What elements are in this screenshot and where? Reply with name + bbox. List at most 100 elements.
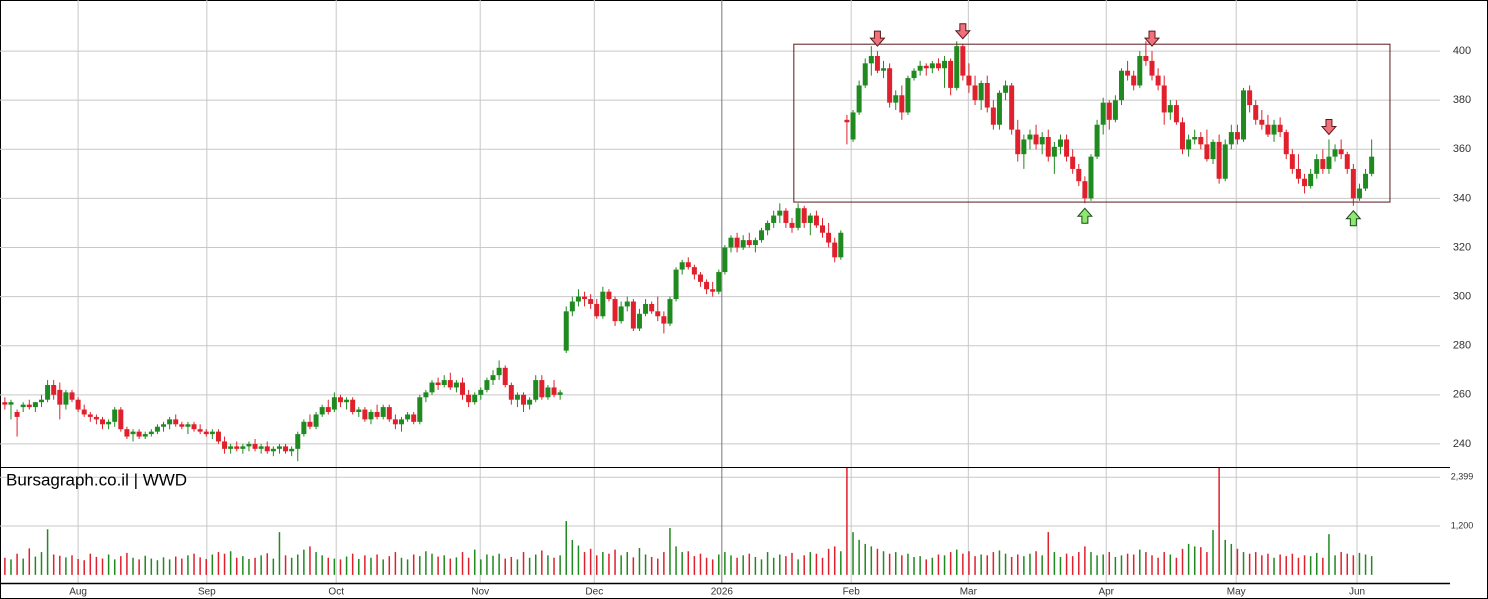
- volume-bar: [943, 555, 946, 575]
- volume-bar: [1218, 467, 1220, 575]
- volume-bar: [1047, 532, 1050, 575]
- candle-body: [1363, 173, 1369, 189]
- volume-bar: [583, 552, 586, 575]
- volume-bar: [858, 539, 860, 575]
- candle-body: [362, 409, 368, 420]
- candle-body: [600, 291, 606, 317]
- volume-bar: [1236, 548, 1239, 575]
- volume-bar: [1035, 551, 1037, 575]
- candle-body: [161, 424, 167, 427]
- volume-bar: [638, 547, 641, 575]
- candle-body: [954, 46, 960, 88]
- volume-bar: [1120, 555, 1123, 575]
- candle-body: [667, 299, 673, 324]
- volume-bar: [254, 557, 256, 575]
- candle-body: [820, 225, 826, 233]
- candle-body: [1173, 105, 1179, 123]
- candle-body: [594, 303, 600, 317]
- volume-bar: [406, 559, 409, 575]
- volume-bar: [919, 556, 921, 575]
- x-tick-label: 2026: [711, 587, 734, 598]
- volume-bar: [846, 467, 848, 575]
- volume-tick-label: 2,399: [1451, 472, 1474, 482]
- volume-bar: [1151, 555, 1153, 575]
- volume-bar: [669, 528, 671, 575]
- candle-body: [374, 412, 380, 417]
- volume-bar: [1090, 552, 1092, 575]
- volume-bar: [968, 551, 970, 575]
- candle-body: [1204, 144, 1210, 160]
- volume-bar: [772, 557, 775, 575]
- candle-body: [57, 389, 63, 405]
- volume-bar: [138, 559, 140, 575]
- volume-bar: [193, 553, 195, 575]
- volume-bar: [425, 551, 427, 575]
- candle-body: [893, 95, 899, 103]
- y-tick-label: 400: [1453, 45, 1471, 57]
- sell-arrow: [1143, 30, 1161, 47]
- candle-body: [612, 299, 618, 322]
- candle-body: [923, 65, 929, 69]
- volume-bar: [1273, 557, 1275, 575]
- candle-body: [222, 441, 228, 449]
- candle-body: [112, 409, 118, 422]
- candle-body: [258, 446, 264, 449]
- candle-body: [392, 419, 398, 425]
- volume-bar: [888, 553, 891, 575]
- candle-body: [307, 421, 313, 427]
- volume-bar: [1279, 554, 1281, 575]
- candle-body: [325, 407, 331, 413]
- candle-body: [270, 448, 276, 452]
- candle-body: [966, 75, 972, 86]
- volume-bar: [1315, 552, 1318, 575]
- volume-bar: [809, 552, 812, 575]
- y-tick-label: 260: [1453, 389, 1471, 401]
- candle-body: [1247, 90, 1253, 106]
- sell-arrow: [869, 30, 886, 47]
- volume-bar: [473, 549, 476, 575]
- candle-body: [1051, 146, 1057, 157]
- volume-bar: [1334, 555, 1336, 575]
- candle-body: [606, 291, 612, 300]
- candle-body: [521, 394, 527, 405]
- candle-body: [447, 380, 453, 388]
- candle-body: [978, 82, 984, 101]
- candle-body: [929, 63, 935, 69]
- volume-bar: [766, 552, 769, 575]
- candle-body: [917, 65, 923, 71]
- candle-body: [740, 240, 746, 248]
- candle-body: [386, 407, 392, 420]
- candle-body: [179, 424, 185, 427]
- candle-body: [582, 296, 588, 300]
- candle-body: [1064, 139, 1070, 157]
- candle-body: [502, 367, 508, 385]
- candle-body: [850, 112, 856, 140]
- volume-bar: [1017, 554, 1019, 575]
- volume-bar: [1224, 539, 1226, 575]
- volume-bar: [870, 546, 873, 575]
- volume-bar: [272, 558, 275, 575]
- volume-bar: [10, 559, 12, 575]
- volume-bar: [907, 553, 909, 575]
- candle-body: [460, 382, 466, 395]
- buy-arrow: [1345, 209, 1362, 227]
- candle-body: [490, 375, 496, 381]
- volume-bar: [1291, 553, 1294, 575]
- candle-body: [630, 301, 636, 329]
- volume-bar: [419, 556, 421, 575]
- candle-body: [1057, 139, 1063, 147]
- grid: [0, 0, 1440, 583]
- candle-body: [252, 443, 258, 449]
- volume-bar: [1248, 553, 1251, 575]
- candle-body: [533, 380, 539, 400]
- candle-body: [557, 392, 563, 395]
- volume-bar: [595, 555, 598, 575]
- volume-bar: [52, 554, 55, 575]
- volume-bar: [705, 557, 708, 575]
- candle-body: [1155, 75, 1161, 86]
- volume-bar: [95, 556, 98, 575]
- volume-bar: [77, 558, 79, 575]
- volume-bar: [480, 559, 482, 575]
- candle-body: [710, 289, 716, 292]
- candle-body: [1338, 149, 1344, 155]
